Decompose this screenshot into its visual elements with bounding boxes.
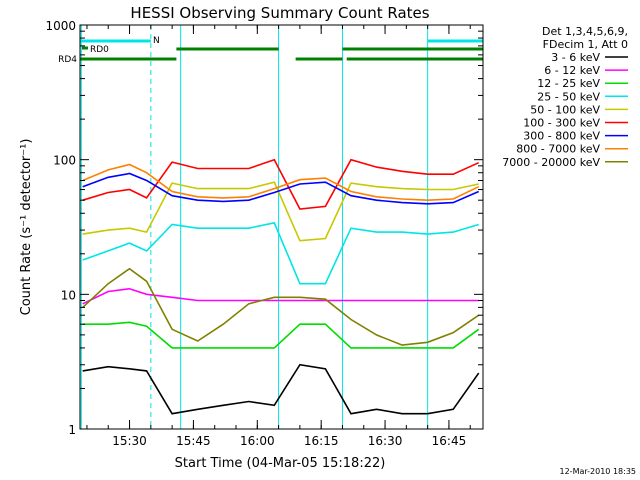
x-tick-label-3: 16:15 xyxy=(304,434,339,448)
series-line-8 xyxy=(82,267,480,346)
legend-label-8: 7000 - 20000 keV xyxy=(502,156,600,169)
series-line-3 xyxy=(82,221,479,285)
legend-label-4: 50 - 100 keV xyxy=(530,103,600,116)
y-tick-label-0: 1 xyxy=(68,423,76,437)
x-tick-label-0: 15:30 xyxy=(112,434,147,448)
chart-title: HESSI Observing Summary Count Rates xyxy=(130,4,429,22)
x-axis: 15:30 15:45 16:00 16:15 16:30 16:45 xyxy=(86,25,471,448)
legend-label-3: 25 - 50 keV xyxy=(537,90,600,103)
legend-label-1: 6 - 12 keV xyxy=(544,64,600,77)
legend-label-5: 100 - 300 keV xyxy=(523,117,600,130)
series-line-5 xyxy=(82,158,480,210)
flag-label-n: N xyxy=(153,36,160,46)
y-tick-label-1: 10 xyxy=(61,288,76,302)
footer-timestamp: 12-Mar-2010 18:35 xyxy=(560,467,637,476)
x-tick-label-2: 16:00 xyxy=(240,434,275,448)
legend-header-0: Det 1,3,4,5,6,9, xyxy=(542,25,628,38)
y-axis-label: Count Rate (s⁻¹ detector⁻¹) xyxy=(19,139,34,316)
legend-label-7: 800 - 7000 keV xyxy=(516,143,600,156)
vertical-markers xyxy=(80,25,484,429)
flag-bars: N RD0 RD4 xyxy=(58,36,483,65)
legend-label-0: 3 - 6 keV xyxy=(551,51,600,64)
legend: Det 1,3,4,5,6,9,FDecim 1, Att 03 - 6 keV… xyxy=(502,25,628,169)
legend-label-6: 300 - 800 keV xyxy=(523,130,600,143)
x-axis-label: Start Time (04-Mar-05 15:18:22) xyxy=(175,456,386,471)
series-line-4 xyxy=(82,181,479,242)
series-line-6 xyxy=(82,172,480,205)
y-axis: 1 10 100 1000 xyxy=(45,19,483,437)
series-line-0 xyxy=(82,363,480,415)
series-line-7 xyxy=(82,163,480,202)
x-tick-label-1: 15:45 xyxy=(176,434,211,448)
legend-header-1: FDecim 1, Att 0 xyxy=(543,38,628,51)
y-tick-label-3: 1000 xyxy=(45,19,76,33)
series-line-1 xyxy=(82,287,479,305)
legend-label-2: 12 - 25 keV xyxy=(537,77,600,90)
plot-frame xyxy=(79,24,484,430)
series-lines xyxy=(82,158,480,415)
x-tick-label-5: 16:45 xyxy=(432,434,467,448)
flag-label-rd0: RD0 xyxy=(90,45,109,55)
flag-label-rd4: RD4 xyxy=(58,55,77,65)
series-line-2 xyxy=(82,321,480,349)
y-tick-label-2: 100 xyxy=(53,154,76,168)
x-tick-label-4: 16:30 xyxy=(368,434,403,448)
